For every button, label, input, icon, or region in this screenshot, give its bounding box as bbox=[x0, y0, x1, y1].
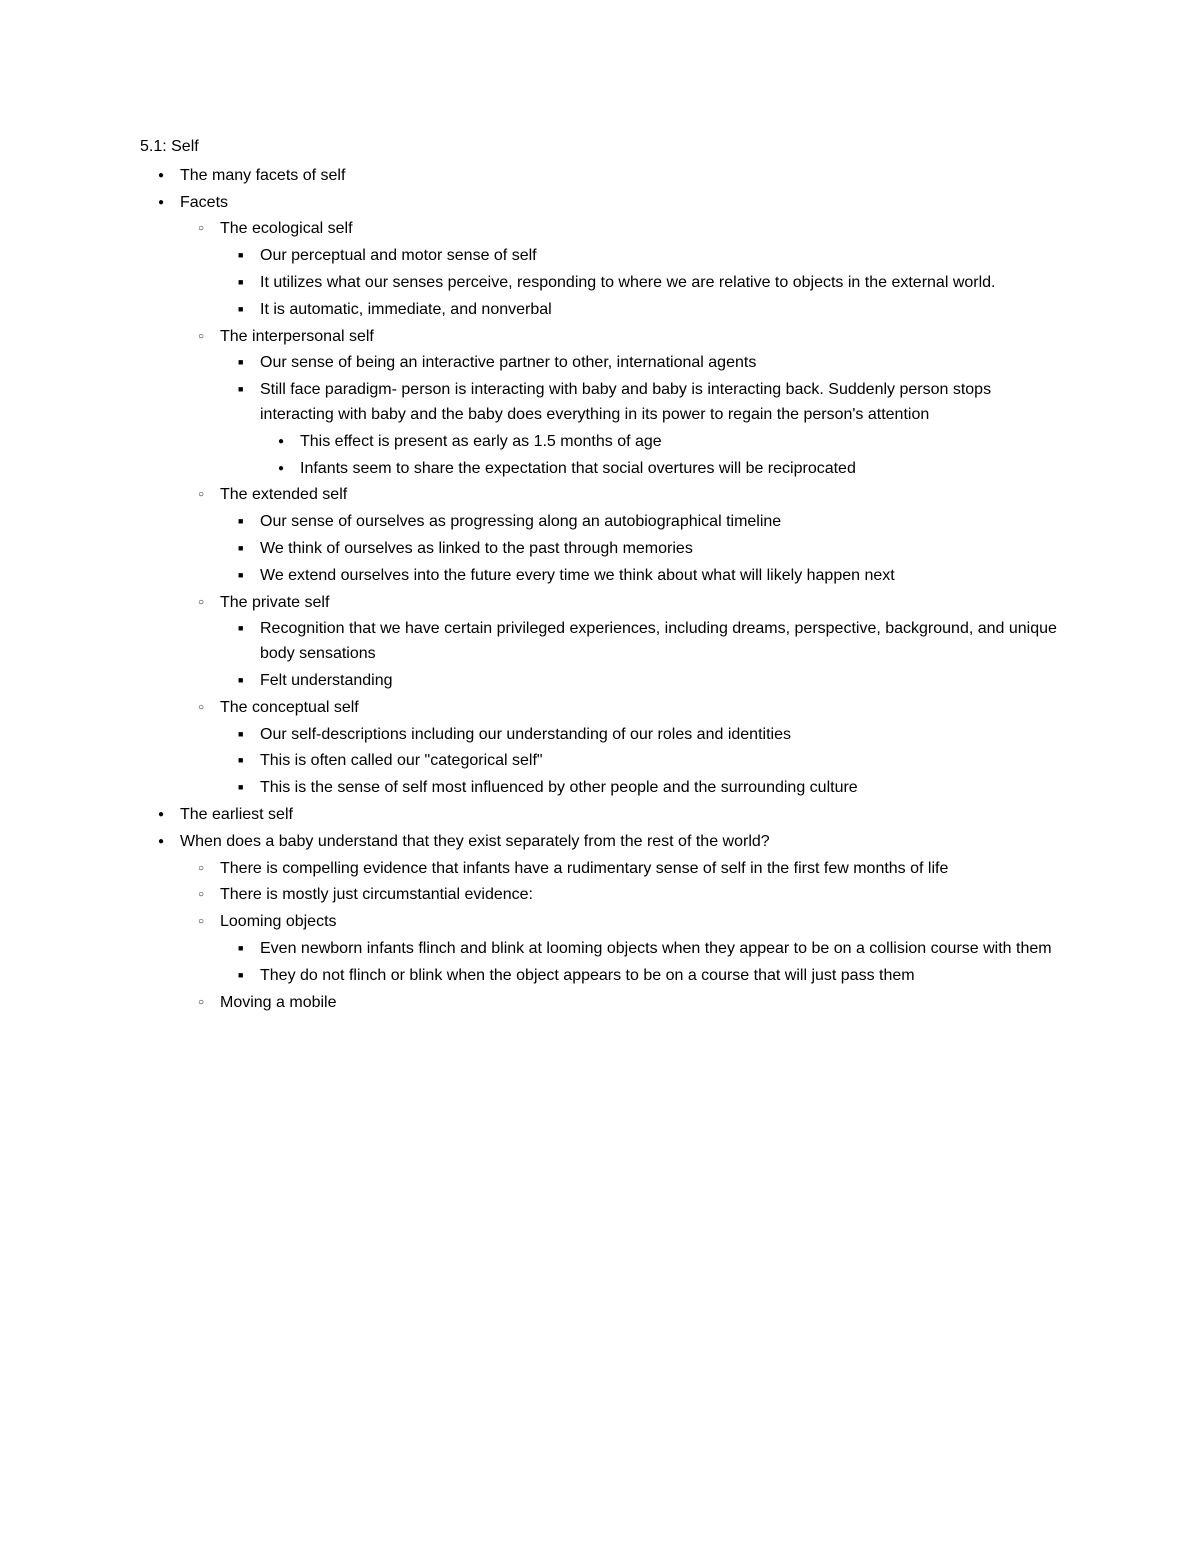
list-item: The earliest self bbox=[180, 803, 1060, 828]
item-text: Our sense of being an interactive partne… bbox=[260, 354, 756, 371]
item-text: It is automatic, immediate, and nonverba… bbox=[260, 301, 552, 318]
list-item: Facets The ecological self Our perceptua… bbox=[180, 191, 1060, 801]
item-text: The extended self bbox=[220, 486, 347, 503]
sublist: Even newborn infants flinch and blink at… bbox=[220, 937, 1060, 989]
item-text: The interpersonal self bbox=[220, 328, 374, 345]
section-title: 5.1: Self bbox=[140, 135, 1060, 160]
list-item: There is compelling evidence that infant… bbox=[220, 857, 1060, 882]
sublist: Our sense of ourselves as progressing al… bbox=[220, 510, 1060, 588]
list-item: Our self-descriptions including our unde… bbox=[260, 723, 1060, 748]
sublist: Our sense of being an interactive partne… bbox=[220, 351, 1060, 481]
item-text: Looming objects bbox=[220, 913, 337, 930]
item-text: Recognition that we have certain privile… bbox=[260, 620, 1057, 662]
item-text: Felt understanding bbox=[260, 672, 393, 689]
list-item: This is the sense of self most influence… bbox=[260, 776, 1060, 801]
list-item: We think of ourselves as linked to the p… bbox=[260, 537, 1060, 562]
item-text: Still face paradigm- person is interacti… bbox=[260, 381, 991, 423]
list-item: This is often called our "categorical se… bbox=[260, 749, 1060, 774]
item-text: The private self bbox=[220, 594, 329, 611]
baby-list: There is compelling evidence that infant… bbox=[180, 857, 1060, 1016]
item-text: This is often called our "categorical se… bbox=[260, 752, 543, 769]
item-text: The conceptual self bbox=[220, 699, 359, 716]
item-text: When does a baby understand that they ex… bbox=[180, 833, 770, 850]
list-item: We extend ourselves into the future ever… bbox=[260, 564, 1060, 589]
item-text: Our perceptual and motor sense of self bbox=[260, 247, 537, 264]
item-text: Our self-descriptions including our unde… bbox=[260, 726, 791, 743]
list-item: There is mostly just circumstantial evid… bbox=[220, 883, 1060, 908]
item-text: They do not flinch or blink when the obj… bbox=[260, 967, 915, 984]
item-text: There is compelling evidence that infant… bbox=[220, 860, 948, 877]
list-item: It is automatic, immediate, and nonverba… bbox=[260, 298, 1060, 323]
outline-root: The many facets of self Facets The ecolo… bbox=[140, 164, 1060, 1016]
list-item: They do not flinch or blink when the obj… bbox=[260, 964, 1060, 989]
list-item: When does a baby understand that they ex… bbox=[180, 830, 1060, 1016]
document-page: 5.1: Self The many facets of self Facets… bbox=[0, 0, 1200, 1553]
item-text: The ecological self bbox=[220, 220, 353, 237]
list-item: Our perceptual and motor sense of self bbox=[260, 244, 1060, 269]
item-text: Even newborn infants flinch and blink at… bbox=[260, 940, 1052, 957]
list-item: Our sense of ourselves as progressing al… bbox=[260, 510, 1060, 535]
list-item: Still face paradigm- person is interacti… bbox=[260, 378, 1060, 481]
list-item: Moving a mobile bbox=[220, 991, 1060, 1016]
item-text: It utilizes what our senses perceive, re… bbox=[260, 274, 996, 291]
list-item: Our sense of being an interactive partne… bbox=[260, 351, 1060, 376]
sublist: Our self-descriptions including our unde… bbox=[220, 723, 1060, 801]
list-item: It utilizes what our senses perceive, re… bbox=[260, 271, 1060, 296]
item-text: Infants seem to share the expectation th… bbox=[300, 460, 856, 477]
item-text: The earliest self bbox=[180, 806, 293, 823]
item-text: Our sense of ourselves as progressing al… bbox=[260, 513, 781, 530]
item-text: The many facets of self bbox=[180, 167, 345, 184]
list-item: Felt understanding bbox=[260, 669, 1060, 694]
list-item: Infants seem to share the expectation th… bbox=[300, 457, 1060, 482]
list-item: The ecological self Our perceptual and m… bbox=[220, 217, 1060, 322]
sublist: Recognition that we have certain privile… bbox=[220, 617, 1060, 693]
item-text: This effect is present as early as 1.5 m… bbox=[300, 433, 662, 450]
item-text: There is mostly just circumstantial evid… bbox=[220, 886, 533, 903]
list-item: Even newborn infants flinch and blink at… bbox=[260, 937, 1060, 962]
list-item: The many facets of self bbox=[180, 164, 1060, 189]
sublist: This effect is present as early as 1.5 m… bbox=[260, 430, 1060, 482]
list-item: Looming objects Even newborn infants fli… bbox=[220, 910, 1060, 988]
list-item: The extended self Our sense of ourselves… bbox=[220, 483, 1060, 588]
item-text: This is the sense of self most influence… bbox=[260, 779, 858, 796]
list-item: The interpersonal self Our sense of bein… bbox=[220, 325, 1060, 482]
list-item: The private self Recognition that we hav… bbox=[220, 591, 1060, 694]
item-text: We extend ourselves into the future ever… bbox=[260, 567, 895, 584]
list-item: This effect is present as early as 1.5 m… bbox=[300, 430, 1060, 455]
facets-list: The ecological self Our perceptual and m… bbox=[180, 217, 1060, 801]
sublist: Our perceptual and motor sense of self I… bbox=[220, 244, 1060, 322]
list-item: Recognition that we have certain privile… bbox=[260, 617, 1060, 667]
item-text: Facets bbox=[180, 194, 228, 211]
item-text: We think of ourselves as linked to the p… bbox=[260, 540, 693, 557]
list-item: The conceptual self Our self-description… bbox=[220, 696, 1060, 801]
item-text: Moving a mobile bbox=[220, 994, 337, 1011]
